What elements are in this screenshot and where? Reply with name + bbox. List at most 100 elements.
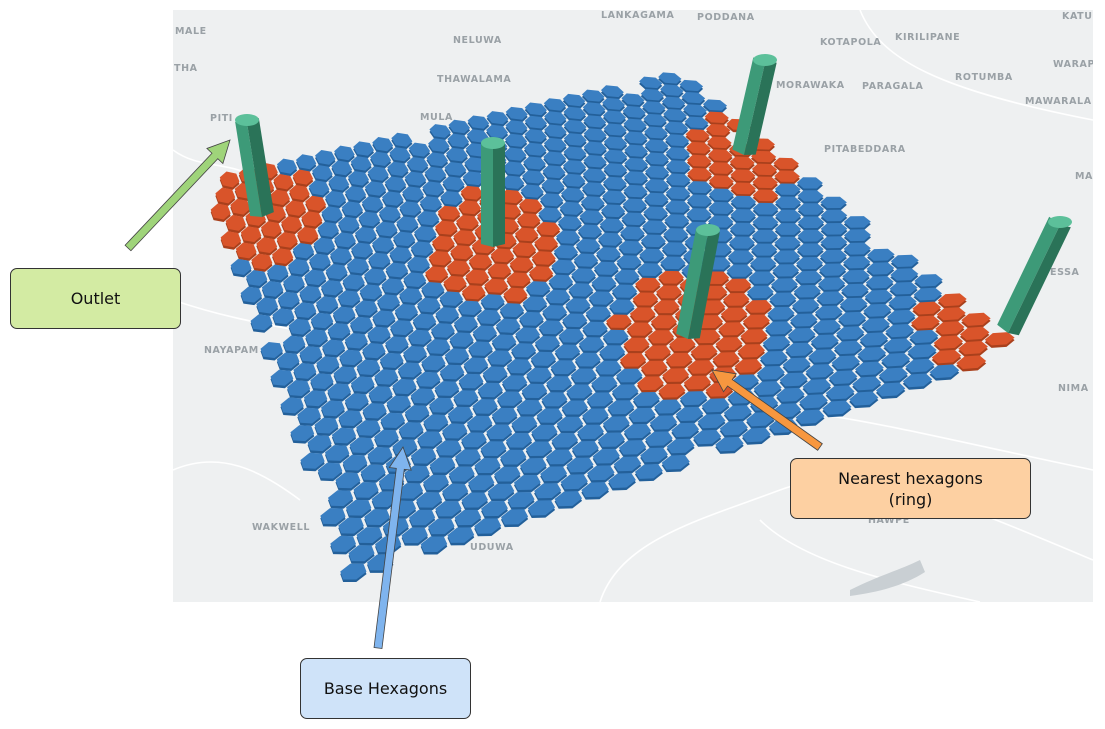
- base-hexagon: [886, 309, 916, 323]
- place-label: NELUWA: [453, 35, 502, 46]
- base-hexagon: [397, 362, 422, 378]
- base-hexagon: [250, 314, 273, 331]
- base-hexagon: [372, 310, 396, 326]
- base-hexagon: [356, 527, 383, 543]
- base-hexagon: [267, 264, 289, 281]
- ring-hexagon: [956, 355, 987, 369]
- base-hexagon: [434, 381, 460, 396]
- base-hexagon: [654, 399, 682, 414]
- base-hexagon: [790, 313, 818, 327]
- base-hexagon: [368, 386, 393, 402]
- base-hexagon: [727, 250, 755, 263]
- base-hexagon: [857, 346, 887, 361]
- base-hexagon: [519, 458, 547, 473]
- base-hexagon: [586, 392, 614, 407]
- base-hexagon: [542, 165, 566, 179]
- base-hexagon: [523, 142, 547, 156]
- base-hexagon: [730, 195, 757, 208]
- base-hexagon: [417, 431, 443, 447]
- base-hexagon: [814, 305, 843, 319]
- base-hexagon: [889, 281, 918, 295]
- base-hexagon: [371, 491, 398, 508]
- base-hexagon: [684, 116, 709, 129]
- base-hexagon: [597, 232, 623, 246]
- ring-hexagon: [937, 293, 967, 307]
- outlet-pillar-side: [1008, 225, 1071, 336]
- base-hexagon: [578, 337, 605, 351]
- base-hexagon: [522, 296, 548, 311]
- base-hexagon: [420, 536, 448, 553]
- base-hexagon: [491, 334, 517, 349]
- base-hexagon: [833, 340, 863, 355]
- base-hexagon: [538, 320, 564, 335]
- base-hexagon: [320, 280, 344, 296]
- base-hexagon: [403, 272, 427, 288]
- base-hexagon: [481, 500, 508, 517]
- base-hexagon: [905, 358, 935, 373]
- base-hexagon: [707, 215, 734, 228]
- base-hexagon: [408, 509, 436, 526]
- base-hexagon: [686, 208, 712, 221]
- base-hexagon: [560, 187, 585, 201]
- base-hexagon: [290, 425, 315, 442]
- place-label: WARAP: [1053, 59, 1095, 70]
- base-hexagon: [545, 289, 571, 304]
- outlet-pillar-top: [481, 137, 505, 149]
- base-hexagon: [557, 216, 582, 230]
- ring-hexagon: [210, 203, 231, 220]
- base-hexagon: [623, 423, 652, 439]
- base-hexagon: [854, 361, 884, 376]
- ring-hexagon: [297, 227, 319, 243]
- base-hexagon: [321, 400, 345, 417]
- base-hexagon: [624, 157, 649, 171]
- base-hexagon: [240, 286, 263, 303]
- base-hexagon: [288, 259, 310, 275]
- base-hexagon: [642, 220, 668, 233]
- ring-hexagon: [292, 169, 314, 185]
- base-hexagon: [686, 194, 713, 207]
- base-hexagon: [542, 305, 568, 319]
- ring-hexagon: [740, 329, 768, 343]
- base-hexagon: [256, 297, 279, 314]
- base-hexagon: [387, 161, 409, 176]
- ring-hexagon: [669, 337, 696, 351]
- base-hexagon: [581, 182, 606, 196]
- base-hexagon: [799, 394, 828, 409]
- base-hexagon: [468, 475, 495, 491]
- ring-hexagon: [260, 221, 282, 237]
- base-hexagon: [476, 309, 502, 324]
- base-hexagon: [746, 285, 774, 299]
- base-hexagon: [393, 231, 416, 247]
- base-hexagon: [543, 137, 567, 151]
- base-hexagon: [645, 431, 673, 446]
- base-hexagon: [878, 367, 908, 382]
- base-hexagon: [447, 527, 475, 543]
- base-callout: Base Hexagons: [300, 658, 471, 719]
- base-hexagon: [825, 385, 855, 400]
- base-hexagon: [472, 325, 498, 340]
- ring-hexagon: [623, 337, 650, 352]
- base-hexagon: [270, 369, 294, 386]
- base-hexagon: [453, 316, 479, 331]
- base-hexagon: [556, 416, 584, 431]
- base-hexagon: [907, 344, 937, 358]
- base-hexagon: [246, 270, 268, 286]
- base-hexagon: [505, 120, 528, 134]
- ring-hexagon: [705, 124, 731, 136]
- ring-hexagon: [722, 293, 750, 306]
- base-hexagon: [317, 462, 343, 479]
- base-hexagon: [440, 190, 463, 205]
- ring-hexagon: [273, 174, 294, 190]
- base-hexagon: [591, 376, 618, 391]
- base-hexagon: [299, 346, 323, 362]
- base-hexagon: [314, 417, 339, 434]
- outlet-pillar: [235, 121, 262, 217]
- base-hexagon: [596, 247, 621, 261]
- outlet-pillar-side: [247, 118, 274, 217]
- place-label: LANKAGAMA: [601, 10, 674, 21]
- place-label: ROTUMBA: [955, 72, 1013, 83]
- base-hexagon: [595, 360, 622, 375]
- place-label: MULA: [420, 112, 453, 123]
- ring-hexagon: [499, 189, 523, 204]
- base-hexagon: [338, 216, 360, 232]
